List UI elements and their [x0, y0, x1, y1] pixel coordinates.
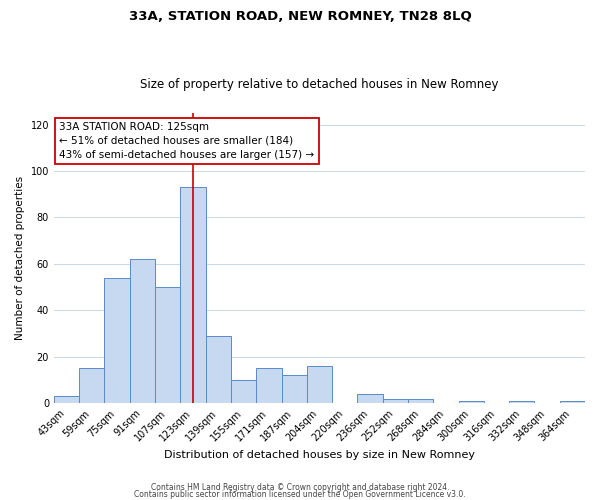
Bar — [231, 380, 256, 403]
X-axis label: Distribution of detached houses by size in New Romney: Distribution of detached houses by size … — [164, 450, 475, 460]
Bar — [206, 336, 231, 403]
Bar — [104, 278, 130, 403]
Bar — [560, 401, 585, 403]
Text: 33A STATION ROAD: 125sqm
← 51% of detached houses are smaller (184)
43% of semi-: 33A STATION ROAD: 125sqm ← 51% of detach… — [59, 122, 314, 160]
Bar — [383, 398, 408, 403]
Bar — [54, 396, 79, 403]
Bar — [155, 287, 181, 403]
Bar — [408, 398, 433, 403]
Bar — [281, 376, 307, 403]
Bar — [181, 188, 206, 403]
Text: 33A, STATION ROAD, NEW ROMNEY, TN28 8LQ: 33A, STATION ROAD, NEW ROMNEY, TN28 8LQ — [128, 10, 472, 23]
Bar — [130, 260, 155, 403]
Bar — [256, 368, 281, 403]
Text: Contains HM Land Registry data © Crown copyright and database right 2024.: Contains HM Land Registry data © Crown c… — [151, 484, 449, 492]
Y-axis label: Number of detached properties: Number of detached properties — [15, 176, 25, 340]
Title: Size of property relative to detached houses in New Romney: Size of property relative to detached ho… — [140, 78, 499, 91]
Bar — [307, 366, 332, 403]
Bar — [458, 401, 484, 403]
Text: Contains public sector information licensed under the Open Government Licence v3: Contains public sector information licen… — [134, 490, 466, 499]
Bar — [79, 368, 104, 403]
Bar — [358, 394, 383, 403]
Bar — [509, 401, 535, 403]
